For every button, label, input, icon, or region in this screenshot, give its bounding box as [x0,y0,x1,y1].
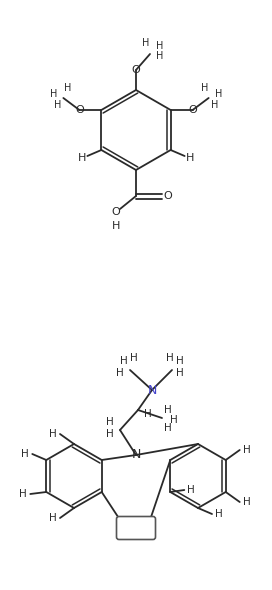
Text: O: O [164,191,172,201]
Text: H: H [164,423,172,433]
Text: H: H [78,153,86,163]
Text: O: O [75,105,84,115]
Text: H: H [187,485,195,495]
FancyBboxPatch shape [116,516,156,539]
Text: H: H [156,51,164,61]
Text: H: H [215,509,223,519]
Text: H: H [106,429,114,439]
Text: H: H [215,89,222,99]
Text: H: H [211,100,218,110]
Text: H: H [64,83,71,93]
Text: H: H [19,489,27,499]
Text: N: N [147,384,157,396]
Text: H: H [243,497,251,507]
Text: H: H [116,368,124,378]
Text: H: H [164,405,172,415]
Text: H: H [106,417,114,427]
Text: O: O [188,105,197,115]
Text: H: H [21,449,29,459]
Text: H: H [120,356,128,366]
Text: H: H [186,153,194,163]
Text: H: H [49,429,57,439]
Text: H: H [144,409,152,419]
Text: O: O [132,65,140,75]
Text: H: H [156,41,164,51]
Text: H: H [176,356,184,366]
Text: H: H [130,353,138,363]
Text: O: O [112,207,120,217]
Text: H: H [201,83,208,93]
Text: H: H [166,353,174,363]
Text: H: H [50,89,57,99]
Text: H: H [176,368,184,378]
Text: H: H [142,38,150,48]
Text: H: H [170,415,178,425]
Text: H: H [54,100,61,110]
Text: H: H [243,445,251,455]
Text: H: H [49,513,57,523]
Text: Abs: Abs [125,523,147,533]
Text: H: H [112,221,120,231]
Text: N: N [131,448,141,461]
